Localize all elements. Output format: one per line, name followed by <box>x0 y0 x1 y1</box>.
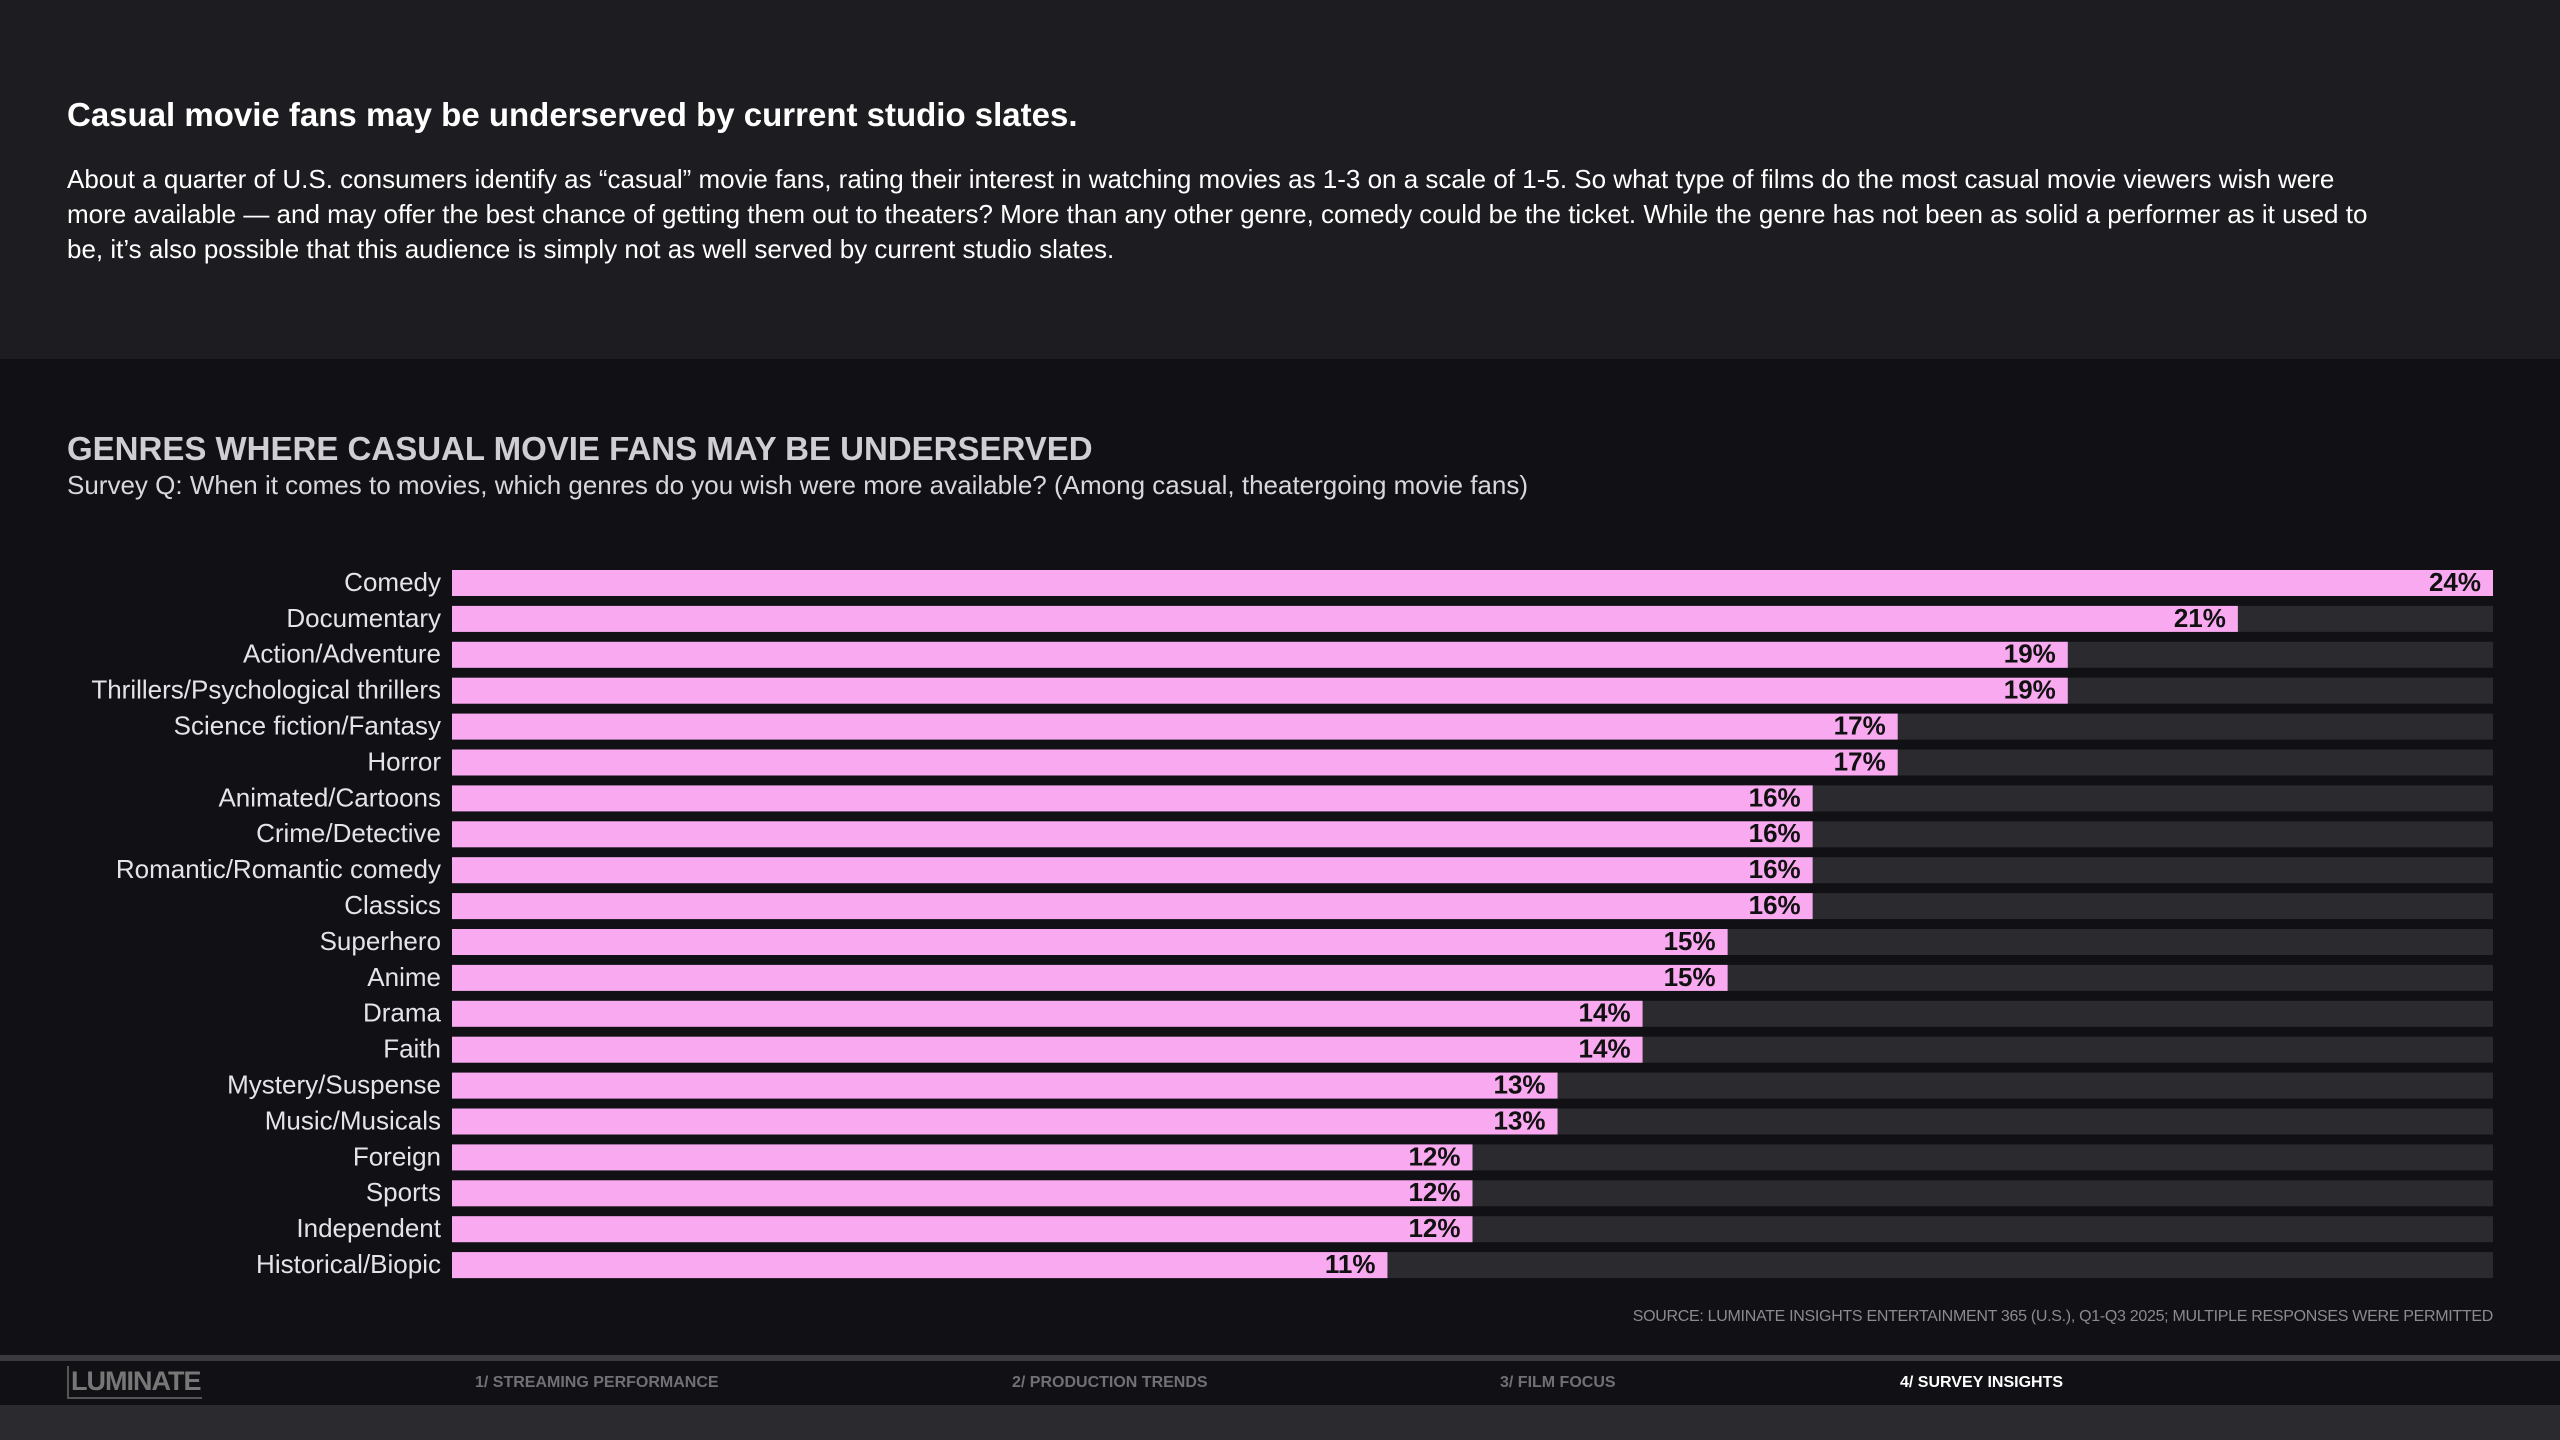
bar <box>452 964 1728 991</box>
category-label: Documentary <box>286 603 441 633</box>
bar <box>452 1252 1388 1279</box>
category-label: Romantic/Romantic comedy <box>116 854 441 884</box>
category-label: Mystery/Suspense <box>227 1069 441 1099</box>
bar <box>452 929 1728 955</box>
category-label: Science fiction/Fantasy <box>174 710 441 740</box>
bar <box>452 1180 1473 1207</box>
footer-divider <box>0 1355 2560 1361</box>
category-label: Drama <box>363 998 442 1028</box>
value-label: 13% <box>1493 1105 1545 1135</box>
bar <box>452 785 1813 812</box>
chart: Comedy 24% Documentary 21% Action/Adventure 1… <box>91 567 2493 1279</box>
value-label: 13% <box>1493 1069 1545 1099</box>
value-label: 21% <box>2174 603 2226 633</box>
value-label: 14% <box>1579 1034 1631 1064</box>
value-label: 17% <box>1834 710 1886 740</box>
category-label: Music/Musicals <box>265 1105 441 1135</box>
nav-item[interactable]: 2/ PRODUCTION TRENDS <box>1012 1374 1208 1391</box>
header-title: Casual movie fans may be underserved by … <box>67 96 1078 133</box>
nav-item[interactable]: 4/ SURVEY INSIGHTS <box>1900 1374 2064 1391</box>
value-label: 16% <box>1749 890 1801 920</box>
category-label: Anime <box>367 962 441 992</box>
value-label: 15% <box>1664 962 1716 992</box>
bar <box>452 857 1813 884</box>
category-label: Sports <box>366 1177 441 1207</box>
category-label: Animated/Cartoons <box>218 782 441 812</box>
bar <box>452 677 2068 704</box>
category-label: Action/Adventure <box>243 639 441 669</box>
category-label: Comedy <box>344 567 441 597</box>
value-label: 12% <box>1408 1141 1460 1171</box>
category-label: Faith <box>383 1034 441 1064</box>
category-label: Historical/Biopic <box>256 1249 441 1279</box>
value-label: 12% <box>1408 1213 1460 1243</box>
category-label: Superhero <box>320 926 441 956</box>
value-label: 16% <box>1749 854 1801 884</box>
chart-title: GENRES WHERE CASUAL MOVIE FANS MAY BE UN… <box>67 430 1093 467</box>
header-body: About a quarter of U.S. consumers identi… <box>67 164 2368 264</box>
bar <box>452 1072 1558 1099</box>
value-label: 19% <box>2004 639 2056 669</box>
bar <box>452 1144 1473 1171</box>
value-label: 17% <box>1834 746 1886 776</box>
bar <box>452 605 2238 632</box>
bar <box>452 1036 1643 1063</box>
bar <box>452 713 1898 740</box>
value-label: 16% <box>1749 782 1801 812</box>
bar <box>452 641 2068 668</box>
category-label: Thrillers/Psychological thrillers <box>91 675 441 705</box>
value-label: 14% <box>1579 998 1631 1028</box>
bar <box>452 821 1813 848</box>
bar <box>452 1000 1643 1027</box>
category-label: Foreign <box>353 1141 441 1171</box>
chart-subtitle: Survey Q: When it comes to movies, which… <box>67 470 1529 500</box>
value-label: 24% <box>2429 567 2481 597</box>
nav-item[interactable]: 1/ STREAMING PERFORMANCE <box>475 1374 719 1391</box>
bar <box>452 893 1813 920</box>
value-label: 12% <box>1408 1177 1460 1207</box>
header-panel <box>0 0 2560 359</box>
bar <box>452 1216 1473 1243</box>
value-label: 16% <box>1749 818 1801 848</box>
logo[interactable]: LUMINATE <box>67 1366 203 1399</box>
bar <box>452 570 2493 596</box>
nav-item[interactable]: 3/ FILM FOCUS <box>1500 1374 1616 1391</box>
source-note: SOURCE: LUMINATE INSIGHTS ENTERTAINMENT … <box>1632 1308 2494 1325</box>
bar <box>452 1108 1558 1135</box>
category-label: Crime/Detective <box>256 818 441 848</box>
value-label: 15% <box>1664 926 1716 956</box>
category-label: Independent <box>296 1213 441 1243</box>
bar <box>452 749 1898 776</box>
footer-bottom <box>0 1405 2560 1440</box>
category-label: Horror <box>367 746 441 776</box>
value-label: 11% <box>1325 1249 1376 1279</box>
category-label: Classics <box>344 890 441 920</box>
value-label: 19% <box>2004 675 2056 705</box>
